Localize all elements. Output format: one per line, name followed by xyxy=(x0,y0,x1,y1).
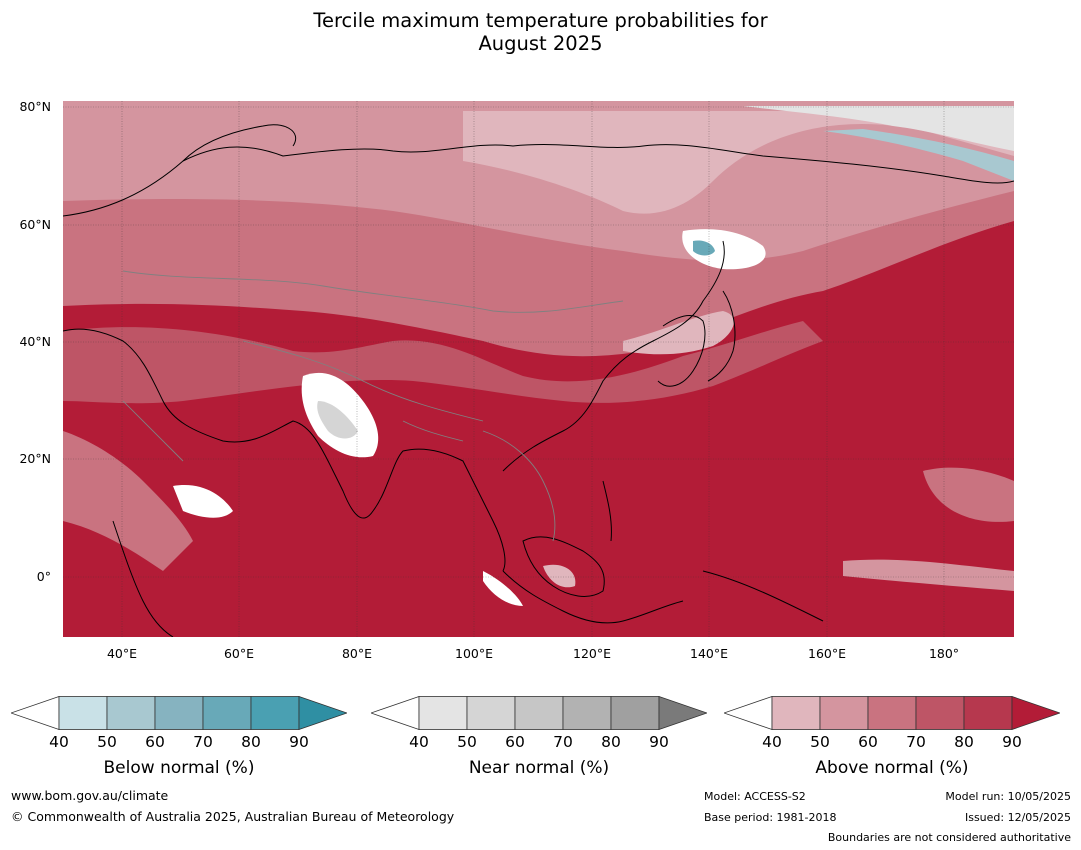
above-tick-70: 70 xyxy=(906,733,926,751)
lat-label-40n: 40°N xyxy=(19,334,51,349)
lon-label-140e: 140°E xyxy=(689,646,729,661)
colorbar-segment xyxy=(154,696,204,730)
model-text: Model: ACCESS-S2 xyxy=(704,790,806,803)
copyright-text: © Commonwealth of Australia 2025, Austra… xyxy=(11,809,455,824)
colorbar-extension-low xyxy=(724,696,773,730)
chart-title: Tercile maximum temperature probabilitie… xyxy=(0,9,1081,55)
colorbar-segment xyxy=(915,696,965,730)
boundaries-disclaimer: Boundaries are not considered authoritat… xyxy=(827,831,1071,844)
colorbar-segment xyxy=(466,696,516,730)
near-tick-50: 50 xyxy=(457,733,477,751)
colorbar-segment xyxy=(106,696,156,730)
colorbar-segment xyxy=(562,696,612,730)
lat-label-0: 0° xyxy=(36,569,51,584)
lat-label-60n: 60°N xyxy=(19,217,51,232)
colorbar-above-normal-graphic xyxy=(724,696,1060,730)
colorbar-segment xyxy=(610,696,660,730)
colorbar-segment xyxy=(418,696,468,730)
lat-label-20n: 20°N xyxy=(19,451,51,466)
colorbar-near-normal-graphic xyxy=(371,696,707,730)
lon-label-160e: 160°E xyxy=(807,646,847,661)
base-period-text: Base period: 1981-2018 xyxy=(704,811,837,824)
below-tick-90: 90 xyxy=(289,733,309,751)
below-normal-label: Below normal (%) xyxy=(103,758,255,778)
near-tick-70: 70 xyxy=(553,733,573,751)
above-tick-40: 40 xyxy=(762,733,782,751)
colorbar-extension-high xyxy=(1011,696,1060,730)
colorbar-near-normal xyxy=(371,696,707,730)
above-tick-80: 80 xyxy=(954,733,974,751)
lon-label-100e: 100°E xyxy=(454,646,494,661)
colorbar-segment xyxy=(250,696,300,730)
lon-label-80e: 80°E xyxy=(341,646,373,661)
title-line-1: Tercile maximum temperature probabilitie… xyxy=(313,9,768,32)
website-link[interactable]: www.bom.gov.au/climate xyxy=(11,788,169,803)
below-tick-50: 50 xyxy=(97,733,117,751)
issued-text: Issued: 12/05/2025 xyxy=(964,811,1071,824)
colorbar-segment xyxy=(963,696,1013,730)
above-tick-60: 60 xyxy=(858,733,878,751)
lon-label-40e: 40°E xyxy=(106,646,138,661)
colorbar-above-normal xyxy=(724,696,1060,730)
near-normal-label: Near normal (%) xyxy=(468,758,610,778)
model-run-text: Model run: 10/05/2025 xyxy=(945,790,1071,803)
colorbar-extension-low xyxy=(11,696,60,730)
above-tick-90: 90 xyxy=(1002,733,1022,751)
colorbar-segment xyxy=(819,696,869,730)
below-tick-80: 80 xyxy=(241,733,261,751)
forecast-map xyxy=(63,101,1014,637)
title-line-2: August 2025 xyxy=(478,32,603,55)
lat-label-80n: 80°N xyxy=(19,99,51,114)
colorbar-segment xyxy=(202,696,252,730)
colorbar-extension-high xyxy=(298,696,347,730)
colorbar-segment xyxy=(771,696,821,730)
near-tick-40: 40 xyxy=(409,733,429,751)
colorbar-extension-low xyxy=(371,696,420,730)
lon-label-60e: 60°E xyxy=(223,646,255,661)
colorbar-segment xyxy=(867,696,917,730)
below-tick-70: 70 xyxy=(193,733,213,751)
colorbar-below-normal xyxy=(11,696,347,730)
lon-label-180: 180° xyxy=(928,646,960,661)
colorbar-segment xyxy=(514,696,564,730)
below-tick-60: 60 xyxy=(145,733,165,751)
above-tick-50: 50 xyxy=(810,733,830,751)
near-tick-90: 90 xyxy=(649,733,669,751)
colorbar-segment xyxy=(58,696,108,730)
below-tick-40: 40 xyxy=(49,733,69,751)
lon-label-120e: 120°E xyxy=(572,646,612,661)
colorbar-below-normal-graphic xyxy=(11,696,347,730)
near-tick-60: 60 xyxy=(505,733,525,751)
colorbar-extension-high xyxy=(658,696,707,730)
near-tick-80: 80 xyxy=(601,733,621,751)
above-normal-label: Above normal (%) xyxy=(815,758,969,778)
